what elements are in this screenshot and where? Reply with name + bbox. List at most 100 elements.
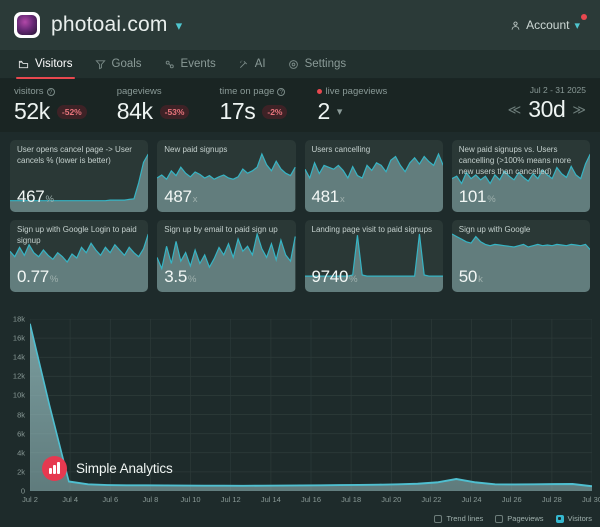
stat-label-text: pageviews [116, 86, 162, 97]
metric-card[interactable]: Landing page visit to paid signups 9740% [304, 220, 443, 292]
notification-dot [581, 14, 587, 20]
x-axis-tick-label: Jul 8 [142, 495, 159, 504]
chart-line-visitors [30, 323, 592, 488]
stats-bar: visitors ? 52k -52% pageviews 84k -53% t… [0, 79, 600, 132]
date-range-selector[interactable]: Jul 2 - 31 2025 ≪ 30d ≫ [508, 85, 586, 123]
tab-label: Settings [304, 58, 347, 70]
page-title: photoai.com [51, 13, 168, 36]
card-sparkline [304, 140, 443, 212]
account-label: Account [526, 18, 570, 32]
stat-label: visitors ? [14, 86, 87, 97]
stat-value: 84k [116, 98, 153, 124]
tab-goals[interactable]: Goals [94, 50, 142, 79]
gear-icon [288, 59, 299, 70]
card-title: Sign up by email to paid sign up [164, 225, 278, 234]
metric-card[interactable]: Sign up with Google Login to paid signup… [10, 220, 149, 292]
metric-cards-row-1: User opens cancel page -> User cancels %… [0, 132, 600, 212]
tab-visitors[interactable]: Visitors [16, 50, 74, 79]
legend-label: Pageviews [507, 514, 544, 523]
chevron-down-icon[interactable]: ▾ [336, 106, 343, 118]
main-chart: 18k 16k 14k 12k 10k 8k 6k 4k 2k 0 Jul 2 Jul 4 Jul 6… [0, 313, 600, 527]
card-sparkline [157, 140, 296, 212]
card-title: New paid signups [164, 145, 228, 154]
info-icon[interactable]: ? [277, 87, 286, 96]
x-axis-tick-label: Jul 10 [180, 495, 201, 504]
card-value-number: 0.77 [17, 267, 49, 286]
legend-item[interactable]: Visitors [555, 514, 592, 523]
x-axis-tick-label: Jul 4 [62, 495, 79, 504]
card-value-number: 467 [17, 187, 45, 206]
x-axis-tick-label: Jul 2 [22, 495, 38, 504]
chart-gridlines [30, 319, 592, 491]
tab-label: Events [180, 58, 216, 70]
metric-card[interactable]: Sign up by email to paid sign up 3.5% [157, 220, 296, 292]
card-value-unit: x [339, 194, 345, 205]
metric-card[interactable]: New paid signups vs. Users cancelling (>… [451, 140, 590, 212]
chart-plot-area[interactable] [30, 319, 592, 491]
tab-label: Visitors [35, 58, 73, 70]
legend-item[interactable]: Trend lines [434, 514, 483, 523]
card-sparkline [304, 220, 443, 292]
tab-ai[interactable]: AI [238, 50, 266, 79]
x-axis-tick-label: Jul 24 [461, 495, 482, 504]
live-indicator-dot [317, 89, 323, 94]
stat-time-on-page[interactable]: time on page ? 17s -2% [219, 86, 288, 125]
photoai-logo-icon [14, 12, 40, 38]
y-axis-tick-label: 14k [12, 352, 25, 362]
stat-label-text: visitors [14, 86, 44, 97]
x-axis-tick-label: Jul 30 [581, 495, 600, 504]
card-value-unit: % [487, 194, 496, 205]
chevron-right-icon[interactable]: ≫ [572, 101, 586, 117]
card-value: 9740% [312, 267, 358, 287]
stat-live-pageviews[interactable]: live pageviews 2 ▾ [317, 86, 387, 125]
y-axis-tick-label: 2k [17, 467, 25, 477]
stat-visitors[interactable]: visitors ? 52k -52% [14, 86, 87, 125]
card-title: Sign up with Google [458, 225, 531, 234]
y-axis-tick-label: 16k [12, 333, 25, 343]
card-value-unit: % [45, 194, 54, 205]
metric-card[interactable]: User opens cancel page -> User cancels %… [10, 140, 149, 212]
info-icon[interactable]: ? [46, 87, 55, 96]
tab-label: AI [254, 58, 266, 70]
chevron-down-icon[interactable]: ▾ [175, 17, 183, 33]
funnel-icon [94, 59, 106, 70]
legend-checkbox[interactable] [495, 514, 504, 523]
legend-checkbox[interactable] [555, 514, 564, 523]
status-badge: -52% [56, 104, 87, 119]
card-sparkline [451, 220, 590, 292]
legend-label: Trend lines [446, 514, 484, 523]
x-axis-tick-label: Jul 6 [102, 495, 119, 504]
metric-card[interactable]: New paid signups 487x [157, 140, 296, 212]
card-value-number: 9740 [311, 267, 349, 286]
legend-checkbox[interactable] [434, 514, 443, 523]
chart-svg [30, 319, 592, 491]
account-menu[interactable]: Account ▾ [510, 14, 587, 32]
card-value-number: 487 [164, 187, 192, 206]
legend-item[interactable]: Pageviews [495, 514, 544, 523]
status-badge: -53% [159, 104, 190, 119]
stat-pageviews[interactable]: pageviews 84k -53% [117, 86, 190, 125]
card-value-unit: % [187, 274, 197, 285]
card-value: 0.77% [17, 267, 58, 287]
stat-label: live pageviews [317, 86, 387, 97]
sparkle-icon [238, 59, 249, 70]
card-title: Users cancelling [311, 145, 371, 154]
tab-settings[interactable]: Settings [288, 50, 347, 79]
card-value: 481x [312, 187, 345, 207]
metric-card[interactable]: Sign up with Google 50k [451, 220, 590, 292]
card-sparkline [451, 140, 590, 212]
bar-chart-icon [42, 456, 67, 481]
card-title: Landing page visit to paid signups [311, 225, 433, 234]
logo-gradient [17, 15, 37, 35]
chevron-left-icon[interactable]: ≪ [507, 101, 522, 117]
card-title: User opens cancel page -> User cancels %… [17, 145, 132, 165]
card-value-number: 50 [458, 267, 478, 286]
y-axis-tick-label: 10k [12, 390, 25, 400]
x-axis-tick-label: Jul 18 [341, 495, 362, 504]
metric-card[interactable]: Users cancelling 481x [304, 140, 443, 212]
x-axis-tick-label: Jul 20 [381, 495, 402, 504]
watermark-label: Simple Analytics [76, 461, 173, 476]
x-axis-tick-label: Jul 14 [260, 495, 281, 504]
stat-label: pageviews [117, 86, 190, 97]
tab-events[interactable]: Events [164, 50, 216, 79]
